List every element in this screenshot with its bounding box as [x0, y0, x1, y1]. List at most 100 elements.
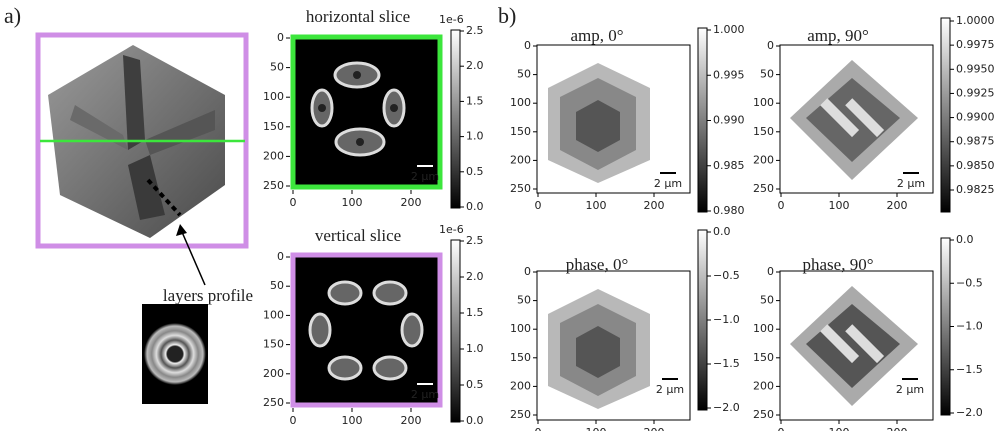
y-tick-label: 50	[517, 68, 531, 81]
y-tick-label: 250	[510, 182, 531, 195]
colorbar-tick-label: 1.0000	[956, 14, 995, 27]
colorbar-tick-label: 1.0	[466, 342, 484, 355]
colorbar-tick-label: 0.9850	[956, 159, 995, 172]
colorbar-tick-label: −1.0	[713, 313, 740, 326]
plot-title: phase, 0°	[566, 255, 629, 274]
colorbar-tick-label: 0.980	[713, 204, 745, 217]
x-tick-label: 0	[778, 199, 785, 212]
x-tick-label: 100	[829, 199, 850, 212]
colorbar-tick-label: 0.9925	[956, 86, 995, 99]
colorbar	[941, 18, 950, 212]
y-tick-label: 150	[510, 351, 531, 364]
y-tick-label: 150	[753, 351, 774, 364]
x-tick-label: 100	[829, 426, 850, 431]
scalebar-label: 2 µm	[897, 177, 925, 190]
y-tick-label: 0	[524, 265, 531, 278]
plot-title: vertical slice	[315, 226, 401, 245]
x-tick-label: 0	[535, 199, 542, 212]
panel-label: b)	[498, 3, 516, 28]
y-tick-label: 0	[524, 39, 531, 52]
colorbar-tick-label: 0.990	[713, 114, 745, 127]
colorbar-tick-label: −0.5	[956, 276, 983, 289]
colorbar-tick-label: −1.5	[713, 357, 740, 370]
x-tick-label: 0	[535, 426, 542, 431]
x-tick-label: 200	[401, 414, 422, 427]
figure: a) b) layers profile	[0, 0, 1000, 431]
slice-image	[293, 255, 440, 405]
y-tick-label: 250	[510, 408, 531, 421]
y-tick-label: 200	[263, 367, 284, 380]
y-tick-label: 50	[270, 61, 284, 74]
amp-image	[537, 45, 690, 193]
colorbar-tick-label: 1.0	[466, 130, 484, 143]
y-tick-label: 50	[270, 279, 284, 292]
colorbar-tick-label: −2.0	[956, 406, 983, 419]
y-tick-label: 150	[263, 338, 284, 351]
y-tick-label: 150	[263, 120, 284, 133]
colorbar	[451, 240, 460, 422]
x-tick-label: 0	[290, 414, 297, 427]
colorbar-tick-label: 1.5	[466, 306, 484, 319]
colorbar-tick-label: 0.985	[713, 159, 745, 172]
scalebar-label: 2 µm	[411, 388, 439, 401]
x-tick-label: 200	[401, 196, 422, 209]
phase-image	[537, 271, 690, 420]
y-tick-label: 200	[510, 153, 531, 166]
colorbar-tick-label: 2.5	[466, 234, 484, 247]
colorbar-scale: 1e-6	[439, 13, 464, 26]
profile-image	[144, 323, 206, 385]
x-tick-label: 100	[586, 199, 607, 212]
x-tick-label: 200	[644, 199, 665, 212]
plot-title: phase, 90°	[802, 255, 873, 274]
x-tick-label: 100	[342, 414, 363, 427]
colorbar-tick-label: 0.5	[466, 378, 484, 391]
slice-image	[293, 37, 440, 187]
colorbar-tick-label: 0.0	[713, 225, 731, 238]
x-tick-label: 200	[644, 426, 665, 431]
colorbar-tick-label: 0.0	[466, 200, 484, 213]
x-tick-label: 100	[342, 196, 363, 209]
y-tick-label: 100	[263, 308, 284, 321]
y-tick-label: 0	[277, 250, 284, 263]
x-tick-label: 200	[887, 199, 908, 212]
colorbar-tick-label: 0.9950	[956, 62, 995, 75]
scalebar-label: 2 µm	[656, 383, 684, 396]
plot-title: amp, 0°	[570, 26, 623, 45]
colorbar	[451, 30, 460, 208]
scalebar-label: 2 µm	[896, 383, 924, 396]
plot-title: amp, 90°	[807, 26, 869, 45]
scalebar-label: 2 µm	[654, 177, 682, 190]
y-tick-label: 100	[263, 90, 284, 103]
y-tick-label: 200	[263, 149, 284, 162]
plot-title: horizontal slice	[306, 7, 410, 26]
colorbar-tick-label: 0.995	[713, 68, 745, 81]
panel-label: a)	[4, 3, 21, 28]
y-tick-label: 0	[277, 31, 284, 44]
y-tick-label: 250	[753, 182, 774, 195]
colorbar	[941, 238, 950, 415]
x-tick-label: 200	[887, 426, 908, 431]
phase-image	[780, 271, 933, 420]
y-tick-label: 200	[510, 379, 531, 392]
y-tick-label: 50	[517, 294, 531, 307]
colorbar-tick-label: 0.9825	[956, 183, 995, 196]
colorbar-tick-label: 0.5	[466, 165, 484, 178]
x-tick-label: 0	[778, 426, 785, 431]
y-tick-label: 150	[753, 125, 774, 138]
annotation: layers profile	[163, 286, 253, 305]
amp-image	[780, 45, 933, 193]
y-tick-label: 100	[753, 322, 774, 335]
y-tick-label: 150	[510, 125, 531, 138]
colorbar-scale: 1e-6	[439, 223, 464, 236]
colorbar-tick-label: 1.000	[713, 23, 745, 36]
scalebar-label: 2 µm	[411, 170, 439, 183]
colorbar-tick-label: 0.0	[956, 233, 974, 246]
colorbar-tick-label: 0.9900	[956, 111, 995, 124]
colorbar-tick-label: 2.0	[466, 59, 484, 72]
colorbar-tick-label: −1.5	[956, 363, 983, 376]
colorbar-tick-label: 0.9875	[956, 135, 995, 148]
x-tick-label: 0	[290, 196, 297, 209]
y-tick-label: 50	[760, 68, 774, 81]
colorbar-tick-label: 1.5	[466, 94, 484, 107]
colorbar-tick-label: 2.0	[466, 270, 484, 283]
